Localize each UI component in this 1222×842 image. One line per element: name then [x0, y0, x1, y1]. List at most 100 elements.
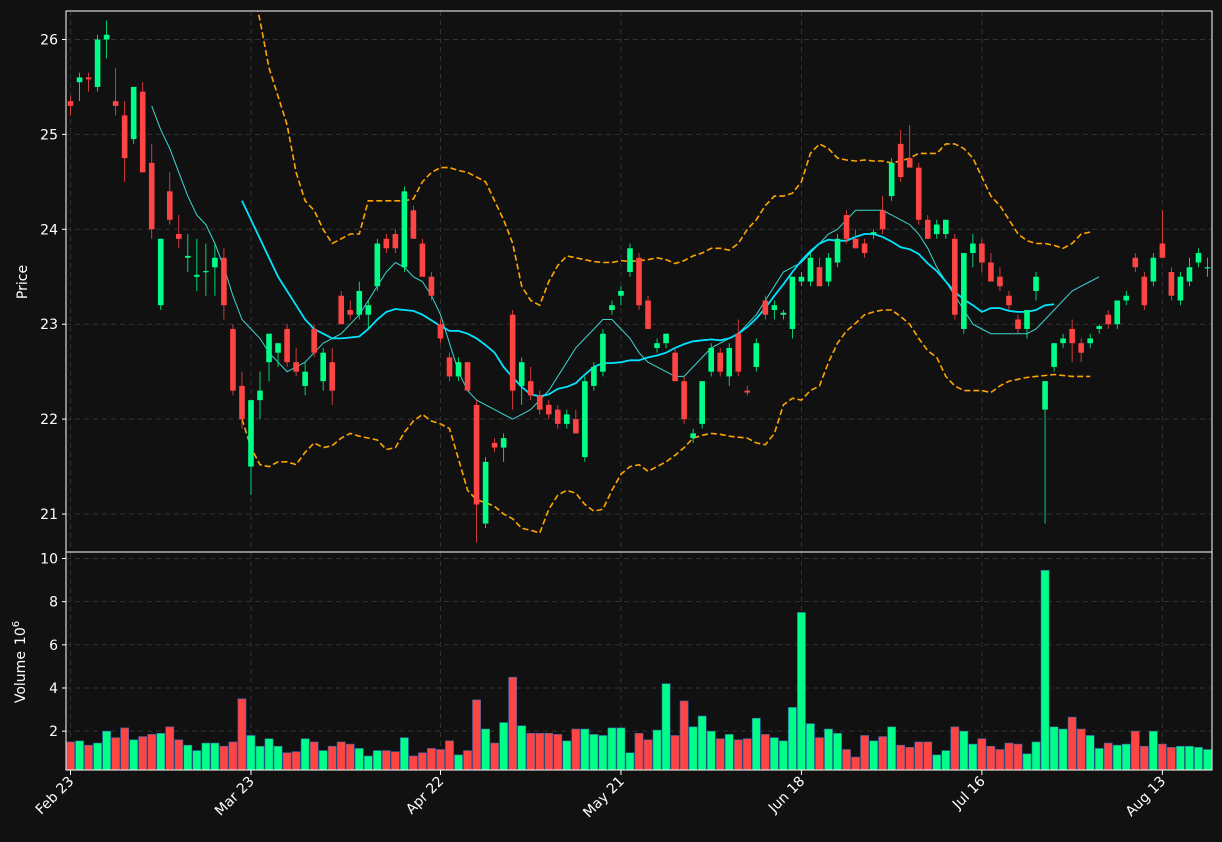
candle-body: [771, 305, 778, 310]
volume-bar: [1013, 743, 1023, 771]
candle-body: [356, 290, 363, 315]
candle-body: [338, 295, 345, 325]
candle-body: [744, 390, 751, 393]
candle-body: [166, 191, 173, 220]
volume-bar: [860, 735, 869, 771]
candle-body: [1168, 272, 1175, 296]
volume-bar: [372, 750, 382, 771]
candle-body: [825, 257, 832, 282]
volume-bar: [264, 738, 274, 771]
candle-body: [1150, 257, 1157, 282]
volume-bar: [273, 745, 283, 771]
volume-bar: [815, 737, 824, 771]
volume-bar: [391, 751, 400, 771]
volume-bar: [887, 726, 897, 771]
candle-body: [266, 333, 272, 363]
volume-bar: [93, 742, 102, 771]
volume-bar: [336, 741, 346, 771]
candle-body: [988, 262, 994, 282]
volume-bar: [869, 740, 878, 771]
volume-bar: [760, 734, 770, 771]
volume-bar: [905, 747, 915, 771]
volume-bar: [1085, 735, 1095, 771]
candle-body: [518, 362, 525, 386]
volume-bar: [192, 750, 202, 771]
volume-tick-label: 8: [49, 595, 58, 611]
volume-bar: [1139, 745, 1149, 771]
candle-body: [753, 343, 760, 367]
candle-body: [446, 357, 453, 377]
long-moving-average-line: [241, 200, 1055, 398]
volume-bar: [806, 723, 815, 771]
candle-body: [564, 414, 570, 424]
bollinger-upper-line: [256, 11, 1091, 307]
volume-bar: [1203, 749, 1212, 771]
price-tick-label: 21: [40, 507, 58, 523]
candle-body: [1195, 253, 1202, 263]
candle-body: [970, 243, 976, 254]
candle-body: [230, 328, 236, 391]
candle-body: [645, 300, 651, 329]
candle-body: [103, 34, 110, 40]
volume-bar: [454, 754, 463, 771]
volume-bar: [147, 734, 157, 771]
candle-body: [257, 390, 263, 401]
candle-body: [1204, 267, 1211, 269]
candle-body: [1141, 276, 1148, 306]
candle-body: [943, 219, 949, 235]
price-tick-label: 23: [40, 317, 58, 333]
candle-body: [85, 77, 92, 80]
volume-bar: [607, 727, 617, 771]
volume-bar: [643, 739, 653, 771]
volume-bar: [1112, 744, 1122, 771]
volume-bar: [138, 736, 148, 771]
candle-body: [582, 381, 588, 458]
candle-body: [320, 352, 326, 382]
volume-bar: [300, 738, 310, 771]
volume-bar: [201, 742, 211, 771]
volume-bar: [66, 741, 75, 771]
candle-body: [410, 210, 417, 239]
candle-body: [897, 143, 904, 178]
volume-bar: [1185, 745, 1194, 771]
volume-bar: [833, 733, 842, 771]
volume-bar: [345, 743, 355, 771]
candle-body: [997, 276, 1003, 287]
volume-grid: [66, 552, 1212, 770]
volume-bar: [1049, 726, 1059, 771]
volume-bar: [445, 740, 454, 771]
volume-bar: [183, 744, 193, 771]
volume-bar: [363, 755, 373, 771]
price-tick-label: 26: [40, 32, 58, 48]
volume-bar: [788, 707, 797, 771]
candle-body: [536, 395, 543, 410]
volume-bar: [779, 740, 788, 771]
volume-bar: [968, 743, 978, 771]
volume-bar: [580, 728, 590, 771]
volume-bar: [327, 745, 337, 771]
candle-body: [374, 243, 381, 287]
candle-body: [554, 409, 561, 424]
candle-body: [175, 234, 182, 239]
candle-body: [1114, 300, 1121, 325]
volume-bar: [670, 735, 680, 771]
candle-body: [627, 248, 633, 273]
volume-bar: [409, 755, 418, 771]
volume-bar: [490, 742, 499, 771]
candle-body: [329, 362, 335, 391]
candle-body: [293, 362, 299, 372]
volume-bar: [174, 739, 184, 771]
volume-bar: [1076, 728, 1086, 771]
candle-body: [681, 381, 687, 420]
candle-body: [1159, 243, 1166, 258]
candle-body: [1069, 328, 1075, 344]
candle-body: [212, 257, 218, 268]
volume-bar: [914, 741, 924, 771]
candle-body: [906, 158, 913, 168]
volume-bar: [851, 756, 860, 771]
volume-bar: [571, 728, 581, 771]
candle-body: [1042, 381, 1048, 410]
volume-bar: [481, 728, 490, 771]
